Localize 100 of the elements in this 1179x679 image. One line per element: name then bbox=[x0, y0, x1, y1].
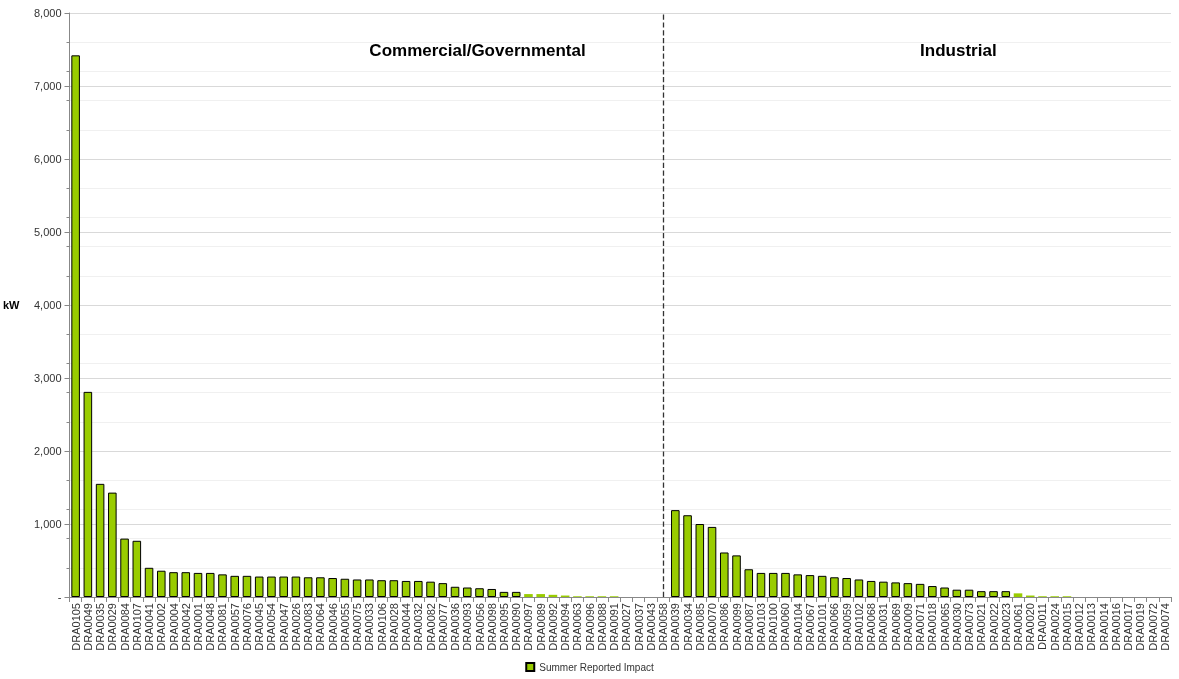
x-tick-label: DRA0072 bbox=[1146, 603, 1159, 651]
bar bbox=[181, 572, 191, 597]
y-tick-label: 7,000 bbox=[33, 80, 62, 92]
x-tick-label: DRA0026 bbox=[289, 603, 302, 651]
bar bbox=[989, 591, 998, 597]
x-tick-label: DRA0030 bbox=[950, 603, 963, 651]
y-tick-label: 8,000 bbox=[33, 7, 62, 19]
x-tick-label: DRA0049 bbox=[81, 603, 94, 651]
bar bbox=[536, 594, 545, 597]
x-tick-label: DRA0055 bbox=[338, 603, 351, 651]
x-tick-label: DRA0075 bbox=[351, 603, 364, 651]
bar bbox=[781, 572, 790, 597]
x-tick-label: DRA0012 bbox=[1073, 603, 1086, 651]
x-tick-label: DRA0088 bbox=[595, 603, 608, 651]
bar bbox=[340, 578, 350, 597]
bar bbox=[879, 581, 888, 597]
x-tick-label: DRA0082 bbox=[424, 603, 437, 651]
x-tick-label: DRA0081 bbox=[216, 603, 229, 651]
bar bbox=[450, 586, 460, 597]
bar bbox=[695, 524, 705, 597]
x-tick-label: DRA0056 bbox=[473, 603, 486, 651]
x-tick-label: DRA0058 bbox=[657, 603, 670, 651]
x-tick-label: DRA0027 bbox=[620, 603, 633, 651]
bar bbox=[254, 576, 264, 597]
x-tick-label: DRA0105 bbox=[69, 603, 82, 651]
x-tick-label: DRA0084 bbox=[118, 603, 131, 651]
x-tick-label: DRA0069 bbox=[889, 603, 902, 651]
x-tick-label: DRA0065 bbox=[938, 603, 951, 651]
legend-label: Summer Reported Impact bbox=[539, 661, 654, 673]
x-tick-label: DRA0059 bbox=[840, 603, 853, 651]
bar bbox=[291, 576, 301, 597]
bar bbox=[120, 538, 129, 597]
bar bbox=[964, 589, 974, 597]
y-tick-label: 4,000 bbox=[33, 299, 62, 311]
x-tick-label: DRA0063 bbox=[571, 603, 584, 651]
x-tick-label: DRA0016 bbox=[1109, 603, 1122, 651]
x-tick-label: DRA0074 bbox=[1158, 603, 1171, 651]
x-tick-label: DRA0036 bbox=[449, 603, 462, 651]
x-tick-label: DRA0028 bbox=[387, 603, 400, 651]
x-tick-label: DRA0047 bbox=[277, 603, 290, 651]
bar bbox=[377, 580, 386, 597]
annotation: Commercial/Governmental bbox=[369, 41, 586, 60]
bar bbox=[805, 575, 815, 597]
x-tick-label: DRA0031 bbox=[877, 603, 890, 651]
x-tick-label: DRA0104 bbox=[791, 603, 804, 651]
x-tick-label: DRA0091 bbox=[608, 603, 621, 651]
x-tick-label: DRA0034 bbox=[681, 603, 694, 651]
bar bbox=[817, 575, 827, 597]
bar bbox=[365, 579, 374, 597]
bar bbox=[707, 526, 717, 597]
x-tick-label: DRA0057 bbox=[228, 603, 241, 651]
bar bbox=[524, 594, 533, 597]
x-tick-label: DRA0100 bbox=[767, 603, 780, 651]
bar bbox=[132, 540, 142, 597]
x-tick-label: DRA0002 bbox=[155, 603, 168, 651]
x-tick-label: DRA0064 bbox=[314, 603, 327, 651]
bar bbox=[854, 579, 864, 597]
y-axis-title: kW bbox=[3, 299, 21, 311]
bar bbox=[303, 577, 313, 597]
x-tick-label: DRA0037 bbox=[632, 603, 645, 651]
bar bbox=[511, 591, 521, 597]
x-tick-label: DRA0061 bbox=[1012, 603, 1025, 651]
bar bbox=[71, 55, 80, 597]
x-tick-label: DRA0097 bbox=[522, 603, 535, 651]
bar bbox=[487, 588, 497, 597]
bar bbox=[891, 582, 900, 597]
x-tick-label: DRA0033 bbox=[363, 603, 376, 651]
bar bbox=[928, 586, 937, 597]
bar bbox=[462, 587, 472, 597]
bar bbox=[316, 577, 325, 597]
x-tick-label: DRA0101 bbox=[816, 603, 829, 651]
x-tick-label: DRA0018 bbox=[926, 603, 939, 651]
x-tick-label: DRA0099 bbox=[730, 603, 743, 651]
x-tick-label: DRA0060 bbox=[779, 603, 792, 651]
bar bbox=[1013, 593, 1023, 597]
bar bbox=[401, 580, 411, 597]
x-tick-label: DRA0083 bbox=[302, 603, 315, 651]
bar bbox=[352, 579, 362, 597]
x-tick-label: DRA0001 bbox=[192, 603, 205, 651]
bar bbox=[95, 483, 105, 597]
x-tick-label: DRA0019 bbox=[1134, 603, 1147, 651]
bar bbox=[671, 510, 680, 597]
x-tick-label: DRA0042 bbox=[179, 603, 192, 651]
x-tick-label: DRA0076 bbox=[240, 603, 253, 651]
y-tick-label: 6,000 bbox=[33, 153, 62, 165]
x-tick-label: DRA0066 bbox=[828, 603, 841, 651]
x-tick-label: DRA0071 bbox=[914, 603, 927, 651]
x-tick-label: DRA0046 bbox=[326, 603, 339, 651]
bar bbox=[768, 572, 778, 597]
bar bbox=[842, 578, 851, 597]
x-tick-label: DRA0014 bbox=[1097, 603, 1110, 651]
y-tick-label: 2,000 bbox=[33, 445, 62, 457]
bar bbox=[793, 574, 802, 597]
bar bbox=[952, 589, 962, 597]
y-tick-label: 1,000 bbox=[33, 518, 62, 530]
bar bbox=[977, 591, 986, 597]
y-tick-label: 3,000 bbox=[33, 372, 62, 384]
bar bbox=[720, 552, 729, 597]
bar bbox=[83, 391, 93, 597]
bar bbox=[414, 580, 423, 597]
